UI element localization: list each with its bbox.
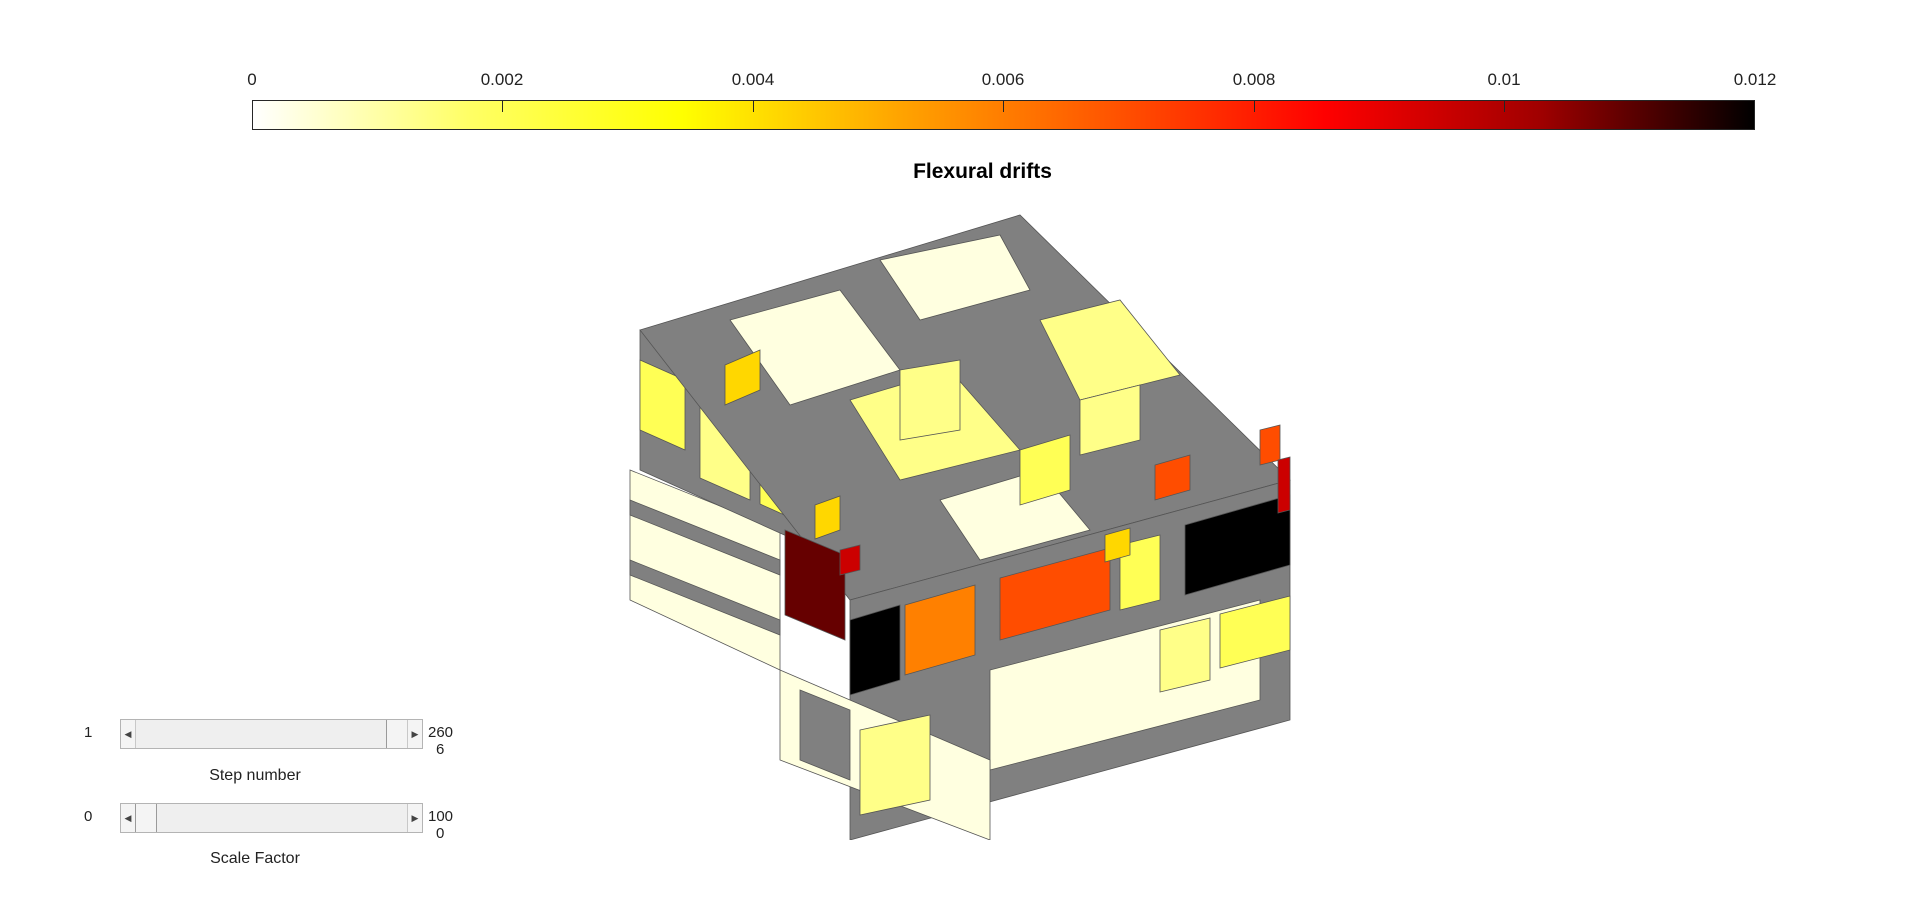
wall-panel [814,495,841,540]
wall-panel [629,559,781,636]
wall-panel [1159,617,1211,693]
slider-left-arrow-icon[interactable]: ◀ [121,720,136,748]
building-model-3d[interactable] [600,200,1400,840]
colorbar-tick [753,100,754,112]
colorbar-tick [1504,100,1505,112]
wall-panel [904,584,976,676]
scale-factor-slider[interactable]: ◀ ▶ [120,803,423,833]
wall-panel [1154,454,1191,501]
wall-panel [724,349,761,406]
wall-panel [1184,494,1291,596]
courtyard-opening [879,234,1031,321]
colorbar-tick-label: 0.006 [981,70,1025,89]
colorbar-tick-label: 0.008 [1232,70,1276,89]
slider-left-arrow-icon[interactable]: ◀ [121,804,136,832]
colorbar-tick-label: 0.002 [480,70,524,89]
wall-panel [1019,434,1071,506]
wall-panel [784,529,846,641]
wall-panel [629,499,781,576]
colorbar-tick-label: 0.004 [731,70,775,89]
wall-panel [1079,384,1141,456]
wall-panel [839,544,861,576]
colorbar-tick-label: 0 [247,70,257,89]
wall-panel [899,359,961,441]
step-slider-current-value: 6 [436,741,445,758]
colorbar-tick-label: 0.012 [1733,70,1777,89]
colorbar-tick [502,100,503,112]
wall-panel [639,359,686,451]
scale-slider-label: Scale Factor [210,850,300,867]
colorbar-tick [1003,100,1004,112]
wall-panel [999,547,1111,641]
courtyard-opening [1039,299,1181,401]
slider-right-arrow-icon[interactable]: ▶ [407,804,422,832]
wall-panel [849,604,901,696]
figure-title: Flexural drifts [913,160,1052,183]
step-number-slider[interactable]: ◀ ▶ [120,719,423,749]
scale-slider-max-label: 100 [428,808,454,825]
wall-panel [859,714,931,816]
wall-panel [799,689,851,781]
step-slider-min-label: 1 [84,724,93,741]
scale-slider-min-label: 0 [84,808,93,825]
scale-slider-current-value: 0 [436,825,445,842]
slider-thumb[interactable] [386,720,408,748]
slider-right-arrow-icon[interactable]: ▶ [407,720,422,748]
wall-panel [1277,456,1291,514]
step-slider-max-label: 260 [428,724,454,741]
step-slider-label: Step number [209,767,301,784]
colorbar-tick [1254,100,1255,112]
colorbar-tick-label: 0.01 [1487,70,1521,89]
wall-panel [1259,424,1281,466]
colorbar: 0 0.002 0.004 0.006 0.008 0.01 0.012 [247,70,1776,134]
wall-panel [1219,595,1291,669]
wall-panel [1104,527,1131,563]
slider-thumb[interactable] [135,804,157,832]
